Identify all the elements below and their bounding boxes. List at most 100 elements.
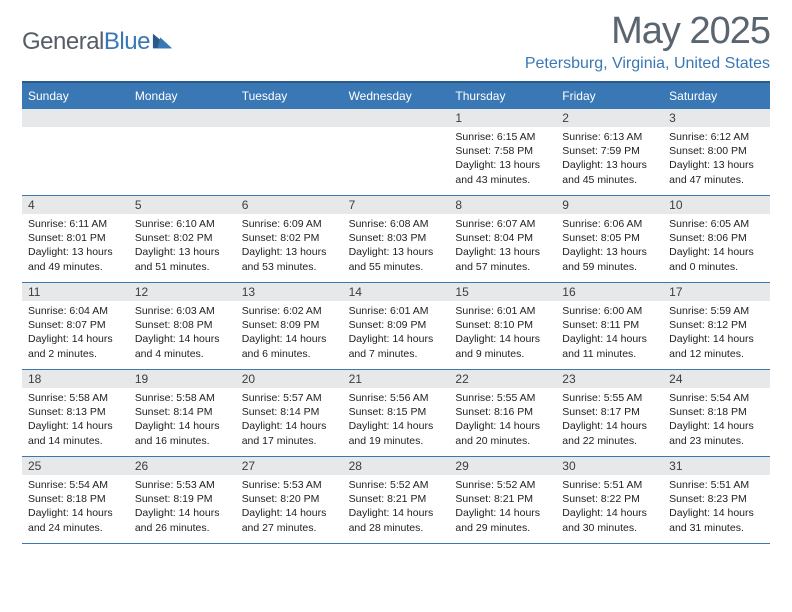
- day-cell: 3Sunrise: 6:12 AMSunset: 8:00 PMDaylight…: [663, 109, 770, 195]
- day-day1: Daylight: 14 hours: [562, 419, 657, 433]
- day-body: Sunrise: 6:04 AMSunset: 8:07 PMDaylight:…: [22, 301, 129, 367]
- day-body: Sunrise: 5:55 AMSunset: 8:17 PMDaylight:…: [556, 388, 663, 454]
- day-sunset: Sunset: 8:18 PM: [28, 492, 123, 506]
- day-cell: 24Sunrise: 5:54 AMSunset: 8:18 PMDayligh…: [663, 370, 770, 456]
- day-sunrise: Sunrise: 5:54 AM: [669, 391, 764, 405]
- day-sunset: Sunset: 8:09 PM: [349, 318, 444, 332]
- day-sunrise: Sunrise: 6:04 AM: [28, 304, 123, 318]
- day-number: [22, 109, 129, 127]
- day-cell: 7Sunrise: 6:08 AMSunset: 8:03 PMDaylight…: [343, 196, 450, 282]
- weeks-container: 1Sunrise: 6:15 AMSunset: 7:58 PMDaylight…: [22, 109, 770, 544]
- day-body: Sunrise: 5:54 AMSunset: 8:18 PMDaylight:…: [663, 388, 770, 454]
- day-sunset: Sunset: 8:09 PM: [242, 318, 337, 332]
- day-cell: 12Sunrise: 6:03 AMSunset: 8:08 PMDayligh…: [129, 283, 236, 369]
- week-row: 18Sunrise: 5:58 AMSunset: 8:13 PMDayligh…: [22, 370, 770, 457]
- day-cell: 21Sunrise: 5:56 AMSunset: 8:15 PMDayligh…: [343, 370, 450, 456]
- day-cell: 25Sunrise: 5:54 AMSunset: 8:18 PMDayligh…: [22, 457, 129, 543]
- day-sunrise: Sunrise: 5:53 AM: [242, 478, 337, 492]
- day-day1: Daylight: 14 hours: [135, 332, 230, 346]
- day-day2: and 22 minutes.: [562, 434, 657, 448]
- day-day2: and 57 minutes.: [455, 260, 550, 274]
- day-body: Sunrise: 6:06 AMSunset: 8:05 PMDaylight:…: [556, 214, 663, 280]
- day-sunset: Sunset: 8:14 PM: [135, 405, 230, 419]
- day-body: Sunrise: 5:51 AMSunset: 8:23 PMDaylight:…: [663, 475, 770, 541]
- day-sunrise: Sunrise: 5:52 AM: [349, 478, 444, 492]
- day-body: Sunrise: 5:53 AMSunset: 8:19 PMDaylight:…: [129, 475, 236, 541]
- day-sunrise: Sunrise: 5:58 AM: [28, 391, 123, 405]
- day-day1: Daylight: 13 hours: [455, 158, 550, 172]
- day-cell: [236, 109, 343, 195]
- day-sunrise: Sunrise: 6:03 AM: [135, 304, 230, 318]
- day-day1: Daylight: 14 hours: [669, 332, 764, 346]
- month-title: May 2025: [525, 10, 770, 53]
- week-row: 4Sunrise: 6:11 AMSunset: 8:01 PMDaylight…: [22, 196, 770, 283]
- day-body: Sunrise: 6:03 AMSunset: 8:08 PMDaylight:…: [129, 301, 236, 367]
- day-cell: 16Sunrise: 6:00 AMSunset: 8:11 PMDayligh…: [556, 283, 663, 369]
- week-row: 11Sunrise: 6:04 AMSunset: 8:07 PMDayligh…: [22, 283, 770, 370]
- day-number: 24: [663, 370, 770, 388]
- day-cell: 17Sunrise: 5:59 AMSunset: 8:12 PMDayligh…: [663, 283, 770, 369]
- day-day1: Daylight: 13 hours: [455, 245, 550, 259]
- day-sunset: Sunset: 8:22 PM: [562, 492, 657, 506]
- day-sunrise: Sunrise: 6:01 AM: [349, 304, 444, 318]
- day-sunset: Sunset: 8:21 PM: [349, 492, 444, 506]
- day-body: Sunrise: 6:11 AMSunset: 8:01 PMDaylight:…: [22, 214, 129, 280]
- day-sunrise: Sunrise: 5:56 AM: [349, 391, 444, 405]
- day-body: Sunrise: 6:13 AMSunset: 7:59 PMDaylight:…: [556, 127, 663, 193]
- day-day2: and 2 minutes.: [28, 347, 123, 361]
- day-sunrise: Sunrise: 5:59 AM: [669, 304, 764, 318]
- day-day2: and 53 minutes.: [242, 260, 337, 274]
- day-sunset: Sunset: 8:01 PM: [28, 231, 123, 245]
- day-day2: and 11 minutes.: [562, 347, 657, 361]
- day-number: [343, 109, 450, 127]
- day-number: [236, 109, 343, 127]
- day-body: Sunrise: 6:05 AMSunset: 8:06 PMDaylight:…: [663, 214, 770, 280]
- day-cell: 15Sunrise: 6:01 AMSunset: 8:10 PMDayligh…: [449, 283, 556, 369]
- day-number: 10: [663, 196, 770, 214]
- day-sunrise: Sunrise: 6:00 AM: [562, 304, 657, 318]
- day-day2: and 49 minutes.: [28, 260, 123, 274]
- day-sunset: Sunset: 8:12 PM: [669, 318, 764, 332]
- logo-text-b: Blue: [104, 28, 150, 55]
- logo-text-a: General: [22, 28, 104, 55]
- day-number: 30: [556, 457, 663, 475]
- day-cell: 2Sunrise: 6:13 AMSunset: 7:59 PMDaylight…: [556, 109, 663, 195]
- day-number: 11: [22, 283, 129, 301]
- day-number: 16: [556, 283, 663, 301]
- day-body: Sunrise: 5:51 AMSunset: 8:22 PMDaylight:…: [556, 475, 663, 541]
- day-sunset: Sunset: 8:14 PM: [242, 405, 337, 419]
- week-row: 1Sunrise: 6:15 AMSunset: 7:58 PMDaylight…: [22, 109, 770, 196]
- day-body: Sunrise: 5:59 AMSunset: 8:12 PMDaylight:…: [663, 301, 770, 367]
- weekday-header: Wednesday: [343, 83, 450, 109]
- day-sunset: Sunset: 8:03 PM: [349, 231, 444, 245]
- day-body: Sunrise: 5:53 AMSunset: 8:20 PMDaylight:…: [236, 475, 343, 541]
- day-number: 4: [22, 196, 129, 214]
- day-sunrise: Sunrise: 5:55 AM: [562, 391, 657, 405]
- day-cell: 14Sunrise: 6:01 AMSunset: 8:09 PMDayligh…: [343, 283, 450, 369]
- day-day1: Daylight: 14 hours: [455, 419, 550, 433]
- day-sunset: Sunset: 8:00 PM: [669, 144, 764, 158]
- calendar: Sunday Monday Tuesday Wednesday Thursday…: [22, 81, 770, 544]
- day-number: 20: [236, 370, 343, 388]
- day-cell: 8Sunrise: 6:07 AMSunset: 8:04 PMDaylight…: [449, 196, 556, 282]
- location: Petersburg, Virginia, United States: [525, 55, 770, 73]
- day-day1: Daylight: 14 hours: [242, 332, 337, 346]
- day-day2: and 20 minutes.: [455, 434, 550, 448]
- day-day2: and 31 minutes.: [669, 521, 764, 535]
- day-day2: and 29 minutes.: [455, 521, 550, 535]
- day-sunset: Sunset: 7:58 PM: [455, 144, 550, 158]
- day-body: Sunrise: 6:01 AMSunset: 8:10 PMDaylight:…: [449, 301, 556, 367]
- day-day1: Daylight: 13 hours: [242, 245, 337, 259]
- day-sunset: Sunset: 8:16 PM: [455, 405, 550, 419]
- day-day2: and 51 minutes.: [135, 260, 230, 274]
- day-day1: Daylight: 14 hours: [562, 506, 657, 520]
- day-day2: and 28 minutes.: [349, 521, 444, 535]
- day-day1: Daylight: 14 hours: [349, 332, 444, 346]
- day-number: 23: [556, 370, 663, 388]
- day-body: Sunrise: 5:54 AMSunset: 8:18 PMDaylight:…: [22, 475, 129, 541]
- day-body: Sunrise: 5:58 AMSunset: 8:13 PMDaylight:…: [22, 388, 129, 454]
- day-body: Sunrise: 6:12 AMSunset: 8:00 PMDaylight:…: [663, 127, 770, 193]
- day-body: Sunrise: 5:56 AMSunset: 8:15 PMDaylight:…: [343, 388, 450, 454]
- day-sunrise: Sunrise: 6:15 AM: [455, 130, 550, 144]
- day-number: 22: [449, 370, 556, 388]
